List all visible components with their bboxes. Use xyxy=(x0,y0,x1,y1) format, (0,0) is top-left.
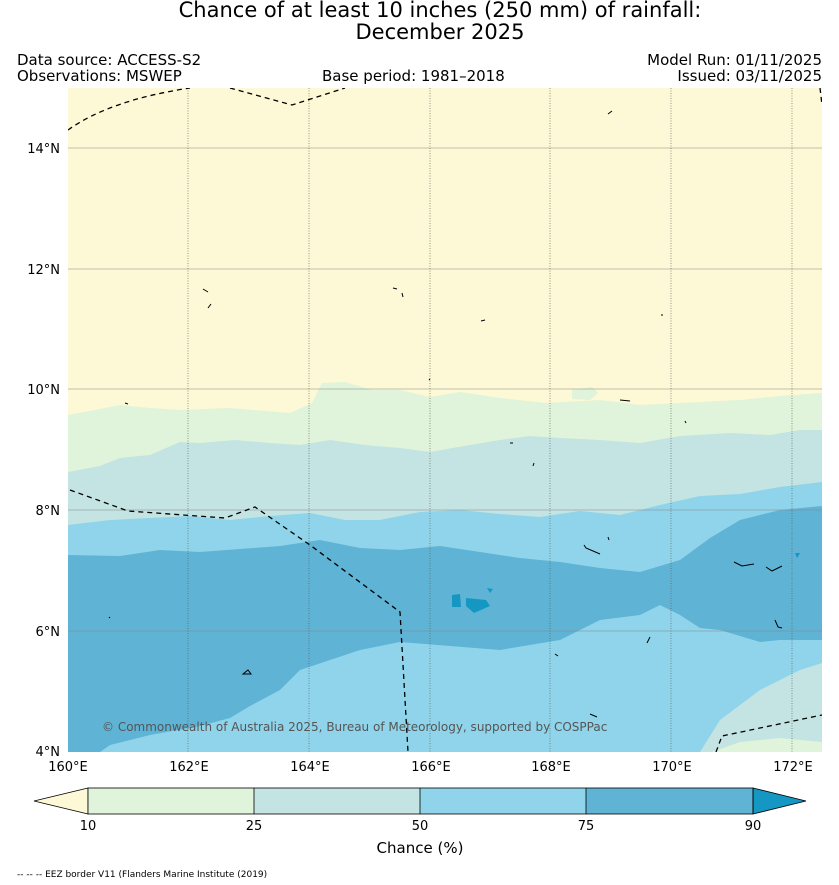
lat-label-14n: 14°N xyxy=(27,142,60,157)
lat-label-6n: 6°N xyxy=(36,625,61,640)
map-title-line1: Chance of at least 10 inches (250 mm) of… xyxy=(178,0,702,22)
lon-label-172e: 172°E xyxy=(773,760,813,775)
zone-above-90-patch-3 xyxy=(487,588,493,593)
zone-10-25-lower xyxy=(712,738,822,752)
lon-label-162e: 162°E xyxy=(169,760,209,775)
zone-25-50-lower xyxy=(700,663,822,752)
model-run-label: Model Run: 01/11/2025 xyxy=(647,51,822,69)
lon-label-164e: 164°E xyxy=(290,760,330,775)
base-period-label: Base period: 1981–2018 xyxy=(322,67,505,85)
lat-label-8n: 8°N xyxy=(36,504,61,519)
lon-label-160e: 160°E xyxy=(48,760,88,775)
zone-above-90-patch-4 xyxy=(795,553,800,558)
lat-label-4n: 4°N xyxy=(36,745,61,760)
zone-above-90-patch-1 xyxy=(466,598,490,613)
map-title-line2: December 2025 xyxy=(355,20,525,44)
eez-border xyxy=(68,88,822,752)
graticule xyxy=(68,147,822,632)
islands xyxy=(108,110,783,718)
zone-75-90 xyxy=(68,506,822,752)
issued-label: Issued: 03/11/2025 xyxy=(677,67,822,85)
lon-label-170e: 170°E xyxy=(652,760,692,775)
lon-label-168e: 168°E xyxy=(531,760,571,775)
map-panel xyxy=(68,88,822,752)
zone-above-90-patch-2 xyxy=(452,594,461,607)
lat-label-10n: 10°N xyxy=(27,383,60,398)
observations-label: Observations: MSWEP xyxy=(17,67,182,85)
meridians xyxy=(187,88,793,752)
data-source-label: Data source: ACCESS-S2 xyxy=(17,51,202,69)
lon-label-166e: 166°E xyxy=(411,760,451,775)
copyright-notice: © Commonwealth of Australia 2025, Bureau… xyxy=(102,720,607,734)
lat-label-12n: 12°N xyxy=(27,263,60,278)
zone-10-25-patch xyxy=(572,387,598,400)
